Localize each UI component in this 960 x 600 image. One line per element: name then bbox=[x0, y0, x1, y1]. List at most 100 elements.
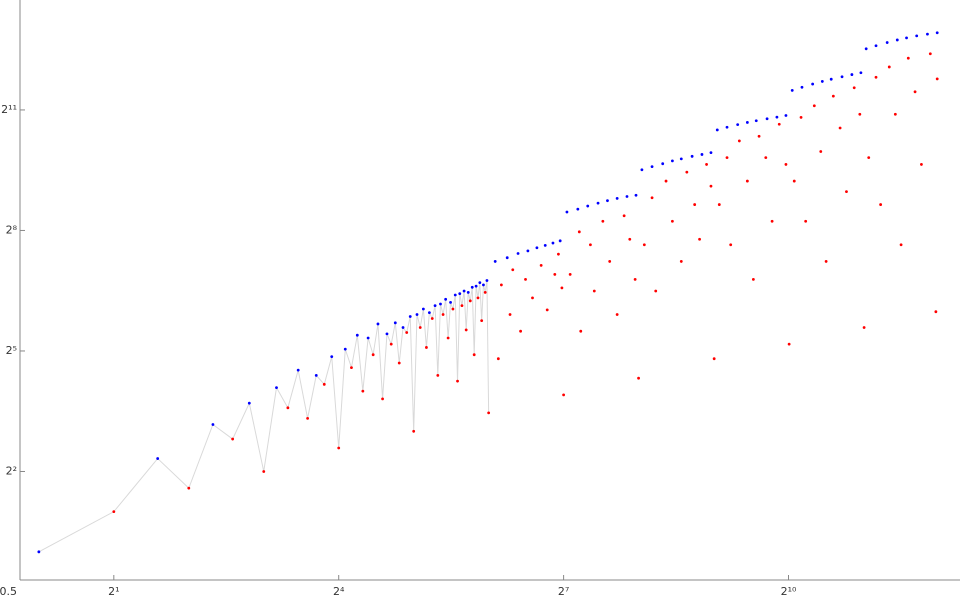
point bbox=[485, 279, 489, 282]
point bbox=[472, 353, 476, 357]
point bbox=[725, 125, 729, 129]
point bbox=[709, 151, 713, 155]
point bbox=[661, 162, 665, 166]
point bbox=[858, 112, 862, 116]
point bbox=[905, 36, 908, 40]
point bbox=[915, 34, 919, 38]
point bbox=[615, 313, 619, 316]
point bbox=[765, 117, 769, 121]
point bbox=[777, 122, 781, 126]
point bbox=[474, 284, 478, 288]
point bbox=[664, 179, 668, 183]
point bbox=[562, 393, 566, 397]
point bbox=[553, 272, 557, 276]
point bbox=[586, 204, 590, 208]
point bbox=[792, 179, 796, 183]
point bbox=[852, 86, 856, 90]
point bbox=[516, 252, 520, 255]
point bbox=[296, 368, 300, 372]
point bbox=[456, 379, 459, 383]
point bbox=[579, 329, 583, 333]
point bbox=[887, 65, 891, 69]
y-tick-label: 2¹¹ bbox=[1, 103, 17, 116]
point bbox=[436, 373, 440, 377]
point bbox=[736, 123, 740, 127]
point bbox=[371, 353, 375, 357]
point bbox=[840, 75, 844, 79]
point bbox=[526, 249, 530, 253]
point bbox=[460, 304, 464, 308]
point bbox=[480, 319, 484, 323]
y-tick-label: 2⁸ bbox=[6, 223, 18, 236]
point bbox=[535, 246, 539, 250]
point bbox=[343, 347, 347, 351]
point bbox=[764, 156, 768, 159]
point bbox=[879, 203, 883, 206]
point bbox=[322, 382, 326, 386]
point bbox=[381, 397, 384, 401]
point bbox=[757, 134, 761, 138]
point bbox=[935, 77, 939, 81]
point bbox=[577, 230, 581, 234]
point bbox=[596, 201, 600, 205]
point bbox=[543, 243, 547, 247]
point bbox=[804, 219, 808, 223]
point bbox=[895, 38, 899, 42]
x-tick-label: 2⁷ bbox=[558, 585, 569, 598]
point bbox=[845, 190, 848, 194]
point bbox=[187, 486, 191, 490]
point bbox=[935, 31, 939, 35]
point bbox=[247, 401, 251, 405]
point bbox=[926, 32, 929, 36]
point bbox=[811, 82, 815, 86]
point bbox=[376, 322, 380, 326]
point bbox=[850, 73, 854, 76]
point bbox=[482, 283, 485, 287]
point bbox=[427, 311, 431, 315]
point bbox=[449, 300, 452, 304]
point bbox=[441, 313, 445, 316]
point bbox=[829, 77, 833, 81]
point bbox=[819, 150, 823, 153]
point bbox=[366, 336, 370, 340]
point bbox=[592, 289, 596, 293]
point bbox=[622, 214, 626, 218]
point bbox=[859, 71, 863, 75]
point bbox=[539, 264, 543, 267]
point bbox=[885, 41, 889, 44]
point bbox=[531, 296, 534, 300]
point bbox=[709, 184, 713, 188]
point bbox=[670, 159, 674, 163]
point bbox=[650, 165, 654, 169]
point bbox=[462, 289, 466, 293]
point bbox=[685, 170, 689, 174]
point bbox=[920, 163, 923, 166]
point bbox=[337, 446, 341, 450]
x-tick-label: 2¹⁰ bbox=[781, 585, 797, 598]
point bbox=[262, 470, 266, 473]
point bbox=[433, 304, 437, 308]
point bbox=[679, 157, 683, 161]
point bbox=[560, 286, 564, 290]
point bbox=[37, 550, 41, 554]
point bbox=[385, 332, 389, 336]
point bbox=[867, 156, 871, 159]
point bbox=[899, 243, 903, 247]
trace-line bbox=[38, 280, 490, 553]
point bbox=[625, 195, 629, 198]
point bbox=[800, 85, 804, 89]
point bbox=[608, 260, 612, 263]
point bbox=[330, 355, 334, 359]
point bbox=[838, 126, 842, 130]
point bbox=[745, 179, 749, 183]
point bbox=[615, 197, 619, 200]
x-tick-label: 2⁴ bbox=[333, 585, 345, 598]
point bbox=[466, 290, 470, 294]
point bbox=[799, 116, 803, 119]
point bbox=[745, 121, 749, 124]
point bbox=[551, 241, 555, 245]
point bbox=[628, 237, 632, 241]
point bbox=[493, 260, 497, 263]
